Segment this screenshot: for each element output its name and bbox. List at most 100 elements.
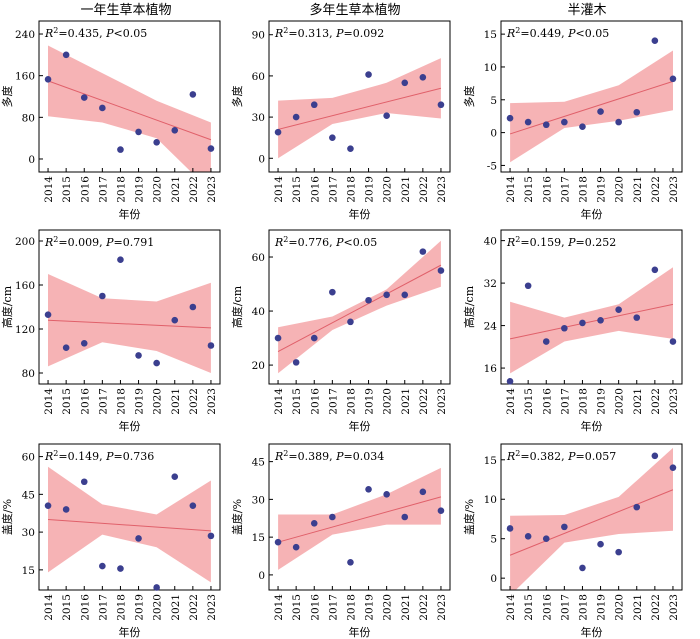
x-tick-label: 2019: [364, 388, 376, 415]
panel-5: 20 40 60 2014 2015 2016 2017 2018 2019 2020 2021 20…: [230, 229, 451, 433]
data-point: [506, 114, 514, 122]
plot-frame: [268, 20, 451, 173]
data-point: [579, 319, 586, 327]
data-point: [207, 532, 215, 540]
y-axis-label: 多度: [230, 86, 244, 108]
data-point: [135, 352, 142, 359]
x-tick-label: 2017: [97, 388, 109, 415]
y-tick-label: 45: [22, 489, 35, 501]
x-tick-label: 2014: [43, 176, 55, 203]
data-point: [189, 91, 197, 98]
data-point: [62, 506, 70, 513]
x-tick-label: 2022: [650, 594, 662, 621]
x-tick-label: 2019: [596, 594, 608, 621]
data-point: [579, 123, 586, 130]
x-tick-label: 2017: [97, 594, 109, 621]
x-tick-label: 2020: [152, 176, 164, 203]
data-point: [524, 282, 532, 290]
x-tick-label: 2016: [541, 594, 553, 621]
y-tick-label: 15: [22, 565, 35, 577]
data-point: [437, 101, 445, 109]
confidence-band: [48, 45, 211, 172]
x-tick-label: 2019: [364, 594, 376, 621]
y-tick-label: 120: [15, 324, 35, 336]
y-tick-label: 160: [15, 280, 35, 292]
y-tick-label: 10: [484, 62, 497, 74]
x-tick-label: 2023: [668, 594, 680, 621]
y-tick-label: 15: [252, 532, 265, 544]
data-point: [153, 139, 160, 146]
panel-3: -5 0 5 10 15 2014 2015 2016 2017 2018 2019 2020 2021…: [462, 20, 683, 221]
x-tick-label: 2021: [400, 388, 412, 415]
x-tick-label: 2014: [273, 594, 285, 621]
x-axis-label: 年份: [349, 207, 371, 221]
plot-frame: [38, 229, 221, 385]
y-axis-label: 盖度/%: [230, 499, 244, 535]
data-point: [542, 121, 550, 129]
x-tick-label: 2015: [61, 594, 73, 621]
panel-6: 16 24 32 40 2014 2015 2016 2017 2018 2019 2020 2021…: [462, 229, 683, 433]
data-point: [189, 502, 197, 509]
x-tick-label: 2019: [596, 176, 608, 203]
x-tick-label: 2015: [291, 594, 303, 621]
stats-annotation: R2=0.009, P=0.791: [44, 235, 154, 249]
column-title-1: 一年生草本植物: [80, 3, 171, 18]
x-tick-label: 2015: [61, 388, 73, 415]
y-tick-label: 80: [22, 112, 35, 124]
fit-line: [48, 519, 211, 532]
data-point: [542, 535, 550, 543]
data-point: [292, 359, 300, 366]
x-tick-label: 2020: [382, 594, 394, 621]
x-tick-label: 2014: [273, 176, 285, 203]
data-point: [401, 291, 409, 299]
x-tick-label: 2016: [309, 388, 321, 415]
y-tick-label: 90: [252, 30, 265, 42]
data-point: [62, 344, 70, 352]
x-tick-label: 2014: [505, 176, 517, 203]
y-tick-label: 0: [490, 573, 497, 585]
x-tick-label: 2015: [523, 388, 535, 415]
fit-line: [277, 87, 442, 130]
data-point: [615, 548, 622, 556]
x-tick-label: 2022: [418, 388, 430, 415]
plot-frame: [500, 20, 683, 173]
data-point: [329, 513, 336, 521]
x-tick-label: 2022: [188, 388, 200, 415]
x-tick-label: 2020: [152, 388, 164, 415]
fit-line: [277, 496, 442, 543]
data-point: [153, 359, 160, 367]
x-tick-label: 2014: [505, 388, 517, 415]
y-tick-label: 0: [28, 154, 35, 166]
data-point: [383, 112, 390, 120]
x-axis-label: 年份: [349, 419, 371, 433]
x-tick-label: 2015: [291, 176, 303, 203]
x-tick-label: 2023: [668, 388, 680, 415]
plot-frame: [500, 229, 683, 385]
data-point: [524, 118, 532, 126]
confidence-band: [278, 240, 441, 374]
x-tick-label: 2016: [309, 176, 321, 203]
data-point: [561, 118, 568, 126]
x-tick-label: 2020: [614, 388, 626, 415]
y-tick-label: 30: [252, 112, 265, 124]
data-point: [44, 76, 52, 83]
y-tick-label: -5: [487, 160, 497, 172]
x-tick-label: 2021: [632, 388, 644, 415]
data-point: [419, 248, 427, 255]
data-point: [597, 316, 604, 324]
x-axis-label: 年份: [119, 625, 141, 639]
data-point: [44, 311, 52, 319]
data-point: [401, 513, 409, 521]
stats-annotation: R2=0.159, P=0.252: [506, 235, 616, 249]
x-tick-label: 2019: [134, 388, 146, 415]
data-point: [292, 543, 300, 551]
x-tick-label: 2023: [436, 388, 448, 415]
x-tick-label: 2022: [650, 388, 662, 415]
x-tick-label: 2018: [577, 594, 589, 621]
confidence-band: [48, 466, 211, 583]
data-point: [135, 535, 142, 542]
data-point: [347, 145, 354, 152]
x-tick-label: 2015: [291, 388, 303, 415]
x-axis-label: 年份: [119, 207, 141, 221]
x-tick-label: 2020: [382, 388, 394, 415]
